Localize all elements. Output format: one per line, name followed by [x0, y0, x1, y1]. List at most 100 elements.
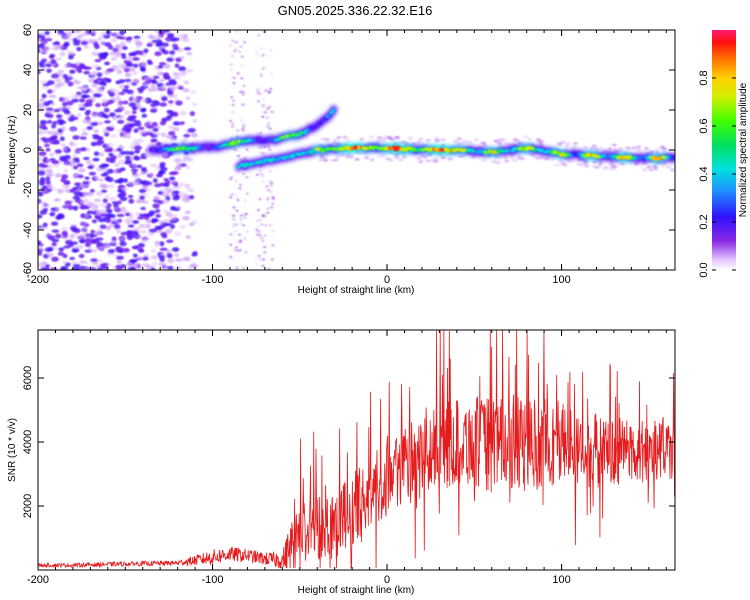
colorbar-tick-label: 0.2	[698, 214, 710, 229]
noise-blob	[139, 263, 146, 268]
noise-blob	[72, 135, 80, 140]
noise-blob	[182, 256, 191, 262]
noise-blob	[76, 113, 82, 117]
noise-blob	[111, 32, 119, 38]
noise-blob	[86, 201, 94, 208]
noise-blob	[610, 164, 616, 168]
noise-blob	[85, 109, 92, 114]
noise-blob	[116, 213, 125, 218]
noise-blob	[433, 136, 439, 140]
noise-blob	[481, 159, 487, 163]
noise-blob	[333, 158, 339, 162]
noise-blob	[269, 71, 274, 75]
noise-blob	[154, 51, 162, 57]
noise-blob	[414, 142, 420, 146]
noise-blob	[164, 228, 173, 234]
noise-blob	[266, 124, 270, 127]
noise-blob	[88, 171, 97, 176]
noise-blob	[81, 127, 87, 133]
noise-blob	[126, 233, 132, 238]
noise-blob	[99, 183, 107, 188]
noise-blob	[230, 193, 234, 196]
noise-blob	[185, 235, 191, 239]
noise-blob	[592, 164, 598, 168]
noise-blob	[133, 245, 140, 250]
noise-blob	[255, 228, 259, 232]
noise-blob	[82, 66, 89, 70]
noise-blob	[137, 50, 145, 56]
noise-blob	[120, 53, 126, 57]
noise-blob	[86, 159, 92, 165]
noise-blob	[509, 156, 515, 160]
noise-blob	[261, 180, 265, 184]
noise-blob	[158, 220, 164, 225]
noise-blob	[107, 213, 113, 217]
noise-blob	[517, 141, 523, 145]
noise-blob	[40, 266, 46, 270]
noise-blob	[96, 141, 102, 146]
noise-blob	[76, 235, 83, 240]
noise-blob	[116, 260, 122, 264]
noise-blob	[57, 82, 65, 87]
noise-blob	[44, 143, 50, 148]
noise-blob	[89, 71, 96, 77]
noise-blob	[104, 148, 113, 153]
noise-blob	[583, 160, 589, 164]
noise-blob	[76, 91, 82, 96]
noise-blob	[61, 174, 69, 180]
noise-blob	[269, 87, 273, 91]
noise-blob	[245, 192, 249, 195]
noise-blob	[72, 186, 78, 191]
noise-blob	[660, 163, 666, 167]
noise-blob	[83, 213, 90, 219]
noise-blob	[192, 118, 198, 123]
noise-blob	[164, 30, 170, 33]
noise-blob	[158, 78, 165, 83]
noise-blob	[560, 140, 566, 144]
noise-blob	[579, 163, 585, 167]
noise-blob	[190, 132, 198, 138]
noise-blob	[51, 242, 57, 247]
noise-blob	[258, 92, 262, 95]
noise-blob	[401, 155, 407, 159]
noise-blob	[242, 93, 246, 96]
noise-blob	[148, 75, 154, 80]
noise-blob	[234, 41, 239, 44]
noise-blob	[258, 218, 263, 222]
noise-blob	[118, 159, 125, 165]
noise-blob	[50, 207, 56, 212]
noise-blob	[54, 78, 60, 83]
noise-blob	[90, 30, 97, 35]
noise-blob	[149, 108, 158, 113]
noise-blob	[39, 80, 47, 84]
noise-blob	[368, 135, 374, 139]
noise-blob	[55, 57, 62, 61]
noise-blob	[231, 224, 236, 228]
noise-blob	[158, 255, 166, 259]
noise-blob	[50, 221, 59, 226]
main-trace-core	[149, 107, 337, 153]
noise-blob	[228, 44, 232, 47]
noise-blob	[183, 133, 191, 138]
noise-blob	[571, 145, 577, 149]
noise-blob	[376, 136, 382, 140]
noise-blob	[87, 165, 94, 170]
noise-blob	[618, 146, 624, 150]
noise-blob	[178, 191, 184, 197]
noise-blob	[132, 57, 140, 61]
noise-blob	[261, 152, 265, 155]
noise-blob	[158, 30, 166, 35]
noise-blob	[136, 255, 144, 261]
noise-blob	[184, 183, 191, 189]
noise-blob	[40, 137, 48, 141]
noise-blob	[173, 253, 180, 258]
noise-blob	[130, 163, 139, 167]
spectrogram-x-label: Height of straight line (km)	[298, 285, 415, 296]
noise-blob	[124, 85, 130, 89]
noise-blob	[237, 50, 241, 53]
noise-blob	[139, 230, 147, 234]
noise-blob	[116, 255, 124, 260]
noise-blob	[102, 198, 108, 204]
noise-blob	[260, 55, 264, 58]
noise-blob	[166, 253, 173, 259]
